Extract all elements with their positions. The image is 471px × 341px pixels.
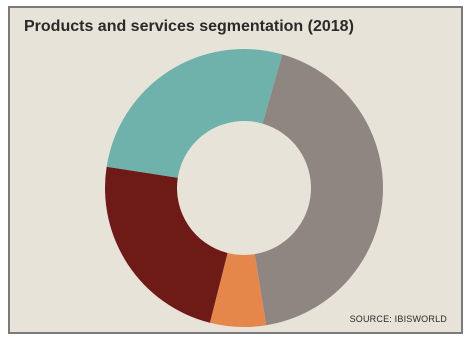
donut-slice-3 — [105, 166, 228, 323]
chart-title: Products and services segmentation (2018… — [24, 18, 354, 35]
donut-slice-2 — [209, 252, 267, 327]
donut-chart — [105, 48, 384, 327]
donut-slice-1 — [254, 54, 384, 326]
chart-panel: Products and services segmentation (2018… — [8, 6, 463, 334]
source-label: SOURCE: IBISWORLD — [349, 314, 447, 324]
donut-slice-4 — [106, 48, 283, 178]
